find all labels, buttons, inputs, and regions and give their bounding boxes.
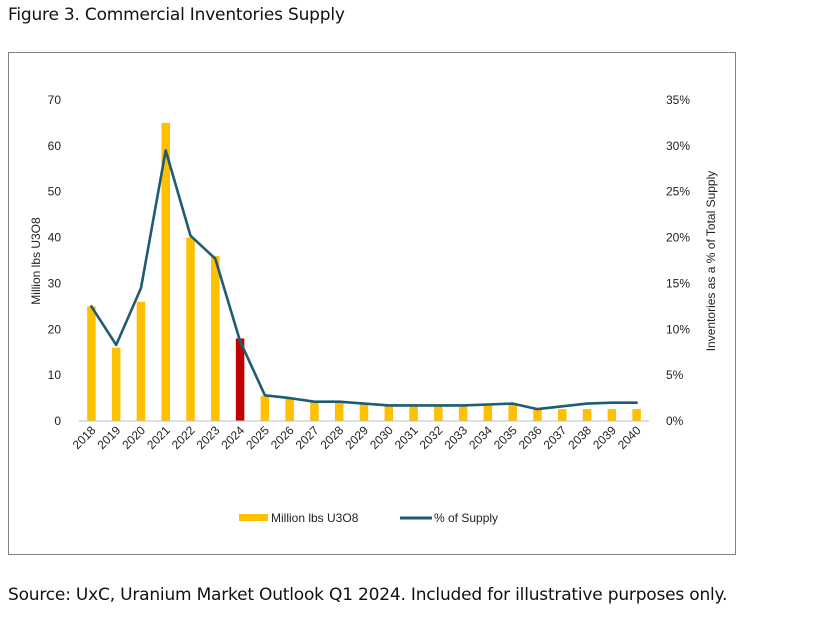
- x-tick-label: 2026: [268, 423, 297, 452]
- x-tick-label: 2019: [95, 423, 124, 452]
- y-tick-label: 60: [48, 139, 62, 153]
- x-tick-label: 2024: [218, 423, 247, 452]
- x-axis-ticks: 2018201920202021202220232024202520262027…: [70, 423, 644, 452]
- bar: [632, 409, 641, 421]
- legend-line-label: % of Supply: [434, 511, 498, 525]
- y2-tick-label: 5%: [666, 368, 684, 382]
- x-tick-label: 2036: [516, 423, 545, 452]
- supply-percent-line: [90, 149, 638, 411]
- x-tick-label: 2034: [466, 423, 495, 452]
- y-tick-label: 40: [48, 231, 62, 245]
- y-tick-label: 10: [48, 368, 62, 382]
- legend: Million lbs U3O8 % of Supply: [239, 511, 498, 525]
- bar: [558, 409, 567, 421]
- legend-bar-swatch: [239, 514, 268, 521]
- bar: [409, 404, 418, 421]
- x-tick-label: 2028: [318, 423, 347, 452]
- source-note: Source: UxC, Uranium Market Outlook Q1 2…: [8, 585, 728, 605]
- x-tick-label: 2020: [119, 423, 148, 452]
- bar: [359, 403, 369, 421]
- y2-tick-label: 15%: [666, 276, 690, 290]
- x-tick-label: 2038: [565, 423, 594, 452]
- bar: [260, 395, 270, 421]
- bar: [211, 255, 220, 421]
- bar: [334, 401, 344, 421]
- x-tick-label: 2032: [417, 423, 446, 452]
- bar: [87, 306, 96, 421]
- bar: [285, 398, 294, 421]
- x-tick-label: 2029: [342, 423, 371, 452]
- x-tick-label: 2027: [293, 423, 322, 452]
- line-series: [90, 149, 638, 411]
- chart-frame: 0 10 20 30 40 50 60 70 0% 5% 10% 15% 20% 25% 30% 35% 2…: [8, 52, 736, 555]
- bar: [136, 301, 146, 421]
- x-tick-label: 2037: [541, 423, 570, 452]
- y2-tick-label: 20%: [666, 231, 690, 245]
- y-tick-label: 30: [48, 276, 62, 290]
- x-tick-label: 2023: [194, 423, 223, 452]
- right-axis-label: Inventories as a % of Total Supply: [704, 171, 718, 352]
- bar: [508, 403, 517, 421]
- x-tick-label: 2021: [144, 423, 173, 452]
- x-tick-label: 2033: [441, 423, 470, 452]
- bar: [533, 409, 542, 421]
- bar-highlight: [235, 338, 245, 421]
- bar: [582, 409, 592, 421]
- bar: [186, 237, 195, 421]
- bar: [310, 401, 319, 421]
- bar: [458, 404, 468, 421]
- y2-tick-label: 35%: [666, 93, 690, 107]
- x-tick-label: 2030: [367, 423, 396, 452]
- y2-tick-label: 30%: [666, 139, 690, 153]
- left-axis-label: Million lbs U3O8: [29, 217, 43, 305]
- legend-bar-label: Million lbs U3O8: [271, 511, 359, 525]
- x-tick-label: 2031: [392, 423, 421, 452]
- x-tick-label: 2025: [243, 423, 272, 452]
- right-axis-ticks: 0% 5% 10% 15% 20% 25% 30% 35%: [666, 93, 690, 428]
- x-tick-label: 2035: [491, 423, 520, 452]
- x-tick-label: 2040: [615, 423, 644, 452]
- bar: [111, 347, 121, 421]
- bar: [607, 409, 617, 421]
- x-tick-label: 2039: [590, 423, 619, 452]
- bar: [434, 404, 443, 421]
- left-axis-ticks: 0 10 20 30 40 50 60 70: [48, 93, 62, 428]
- x-tick-label: 2022: [169, 423, 198, 452]
- y2-tick-label: 0%: [666, 414, 684, 428]
- y2-tick-label: 25%: [666, 185, 690, 199]
- bar-series: [87, 122, 641, 421]
- y2-tick-label: 10%: [666, 322, 690, 336]
- y-tick-label: 0: [54, 414, 61, 428]
- figure-title: Figure 3. Commercial Inventories Supply: [8, 5, 345, 25]
- x-tick-label: 2018: [70, 423, 99, 452]
- bar: [384, 404, 394, 421]
- bar: [161, 122, 170, 421]
- y-tick-label: 50: [48, 185, 62, 199]
- y-tick-label: 70: [48, 93, 62, 107]
- bar: [483, 404, 493, 421]
- y-tick-label: 20: [48, 322, 62, 336]
